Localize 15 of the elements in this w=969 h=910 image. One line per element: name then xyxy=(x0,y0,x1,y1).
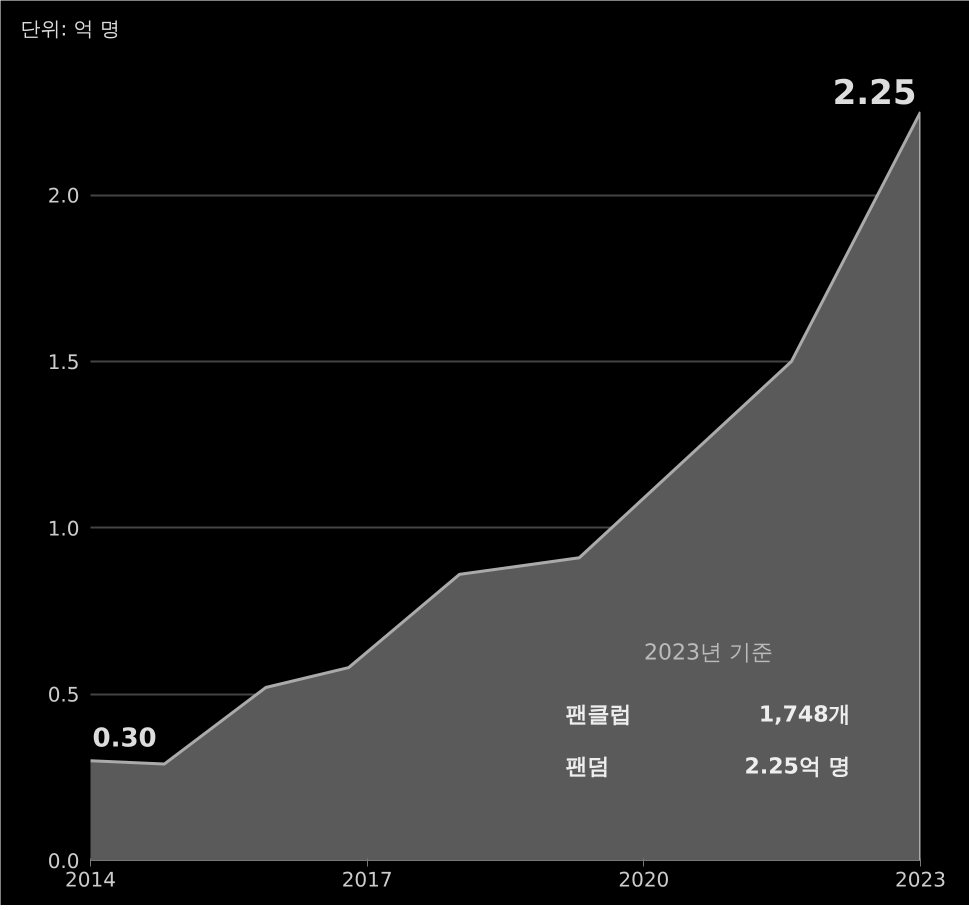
y-tick-label: 1.5 xyxy=(48,350,80,374)
annotation: 팬클럽 xyxy=(566,702,632,728)
data-label: 0.30 xyxy=(92,724,157,754)
y-axis-title: 단위: 억 명 xyxy=(20,16,120,40)
y-tick-label: 2.0 xyxy=(48,184,80,208)
data-label: 2.25 xyxy=(832,73,917,114)
y-tick-label: 1.0 xyxy=(48,516,80,540)
x-tick-label: 2023 xyxy=(895,868,946,892)
x-tick-label: 2020 xyxy=(618,868,670,892)
annotation: 팬덤 xyxy=(566,754,610,780)
annotation: 1,748개 xyxy=(758,702,851,728)
annotation: 2.25억 명 xyxy=(744,754,851,780)
annotation: 2023년 기준 xyxy=(644,640,773,666)
x-tick-label: 2017 xyxy=(342,868,393,892)
y-tick-label: 0.5 xyxy=(48,682,80,707)
